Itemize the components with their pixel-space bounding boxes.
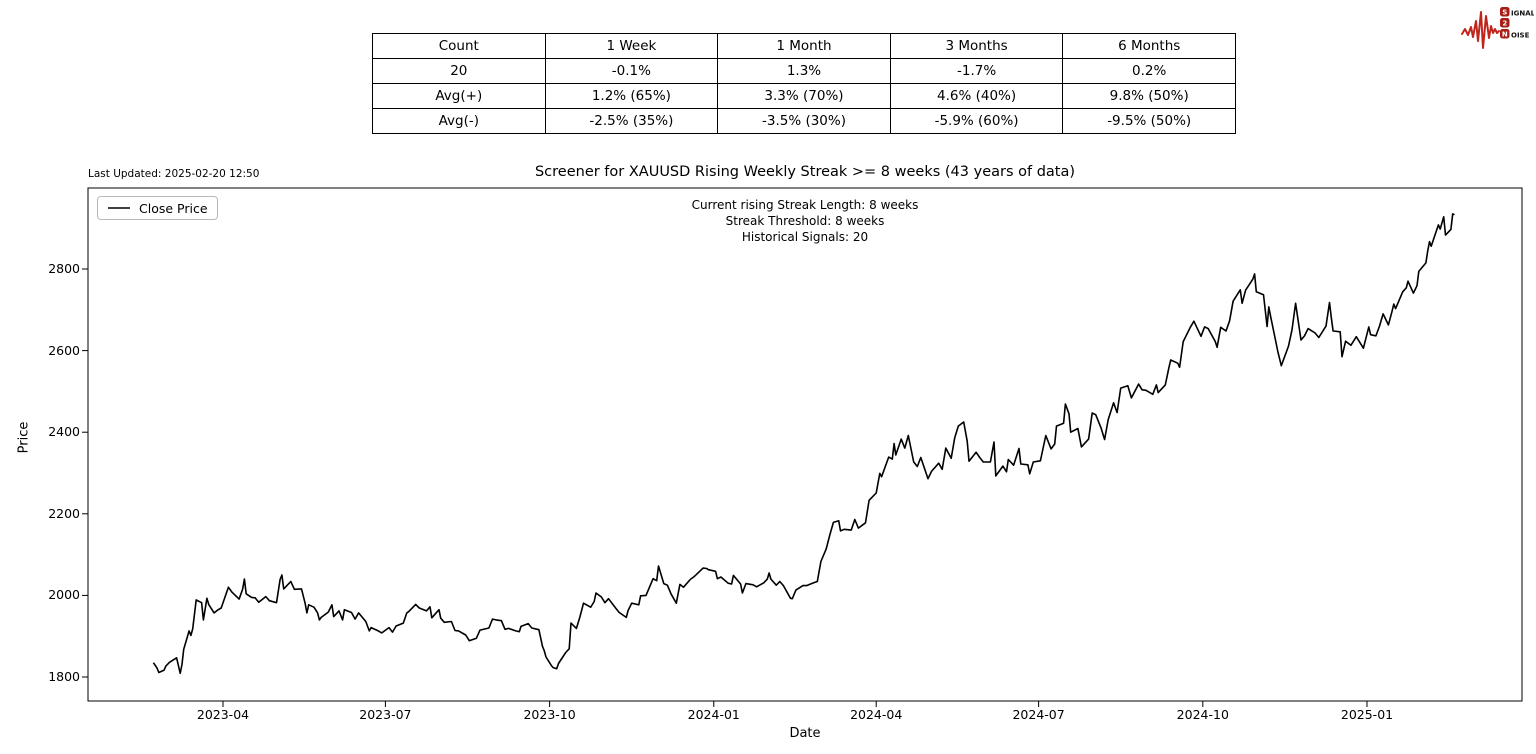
y-tick-label: 2000 — [48, 587, 80, 603]
stats-cell: 1.3% — [717, 58, 891, 84]
legend: Close Price — [97, 196, 218, 220]
stats-cell: 3.3% (70%) — [717, 83, 891, 109]
stats-cell: -5.9% (60%) — [889, 108, 1064, 134]
stats-cell: -1.7% — [889, 58, 1064, 84]
logo-badge-2 — [1500, 18, 1510, 28]
stats-header-cell: 1 Week — [544, 33, 719, 59]
stats-row: Avg(-) -2.5% (35%) -3.5% (30%) -5.9% (60%) -… — [372, 108, 1236, 134]
x-tick-label: 2024-10 — [1176, 707, 1229, 722]
logo-badge-s — [1500, 7, 1510, 17]
logo-badge-2-letter: 2 — [1502, 20, 1507, 28]
stats-table-header: Count 1 Week 1 Month 3 Months 6 Months — [372, 33, 1236, 59]
x-tick-label: 2024-01 — [687, 707, 740, 722]
x-tick-label: 2023-07 — [359, 707, 412, 722]
annotation-streak-threshold: Streak Threshold: 8 weeks — [725, 214, 885, 228]
stats-header-cell: 3 Months — [889, 33, 1064, 59]
stats-row: Avg(+) 1.2% (65%) 3.3% (70%) 4.6% (40%) 9.8%… — [372, 83, 1236, 109]
x-tick-label: 2023-04 — [196, 707, 250, 722]
stats-cell: 0.2% — [1062, 58, 1236, 84]
annotation-streak-length: Current rising Streak Length: 8 weeks — [691, 198, 919, 212]
stats-cell: -0.1% — [544, 58, 719, 84]
stats-cell: -2.5% (35%) — [544, 108, 719, 134]
signal2noise-logo: S 2 N IGNAL OISE — [1461, 7, 1534, 49]
logo-text-signal: IGNAL — [1511, 10, 1534, 18]
stats-cell: -3.5% (30%) — [717, 108, 891, 134]
logo-badge-n — [1500, 29, 1510, 39]
y-tick-label: 2400 — [48, 424, 80, 440]
close-price-line — [152, 213, 1455, 675]
stats-cell: 1.2% (65%) — [544, 83, 719, 109]
legend-label: Close Price — [139, 200, 208, 216]
logo-text-noise: OISE — [1511, 32, 1530, 40]
y-tick-label: 2200 — [48, 505, 80, 521]
x-tick-label: 2023-10 — [523, 707, 576, 722]
stats-cell: -9.5% (50%) — [1062, 108, 1236, 134]
x-tick-label: 2025-01 — [1340, 707, 1394, 722]
x-tick-label: 2024-07 — [1012, 707, 1065, 722]
annotation-historical-signals: Historical Signals: 20 — [741, 230, 869, 244]
stats-cell: 4.6% (40%) — [889, 83, 1064, 109]
annotation-block: Current rising Streak Length: 8 weeks St… — [88, 197, 1522, 245]
y-tick-label: 2600 — [48, 342, 80, 358]
stats-header-cell: Count — [372, 33, 546, 59]
chart-title: Screener for XAUUSD Rising Weekly Streak… — [534, 164, 1076, 180]
x-tick-label: 2024-04 — [850, 707, 903, 722]
legend-line-icon — [108, 207, 130, 209]
stats-cell: Avg(+) — [372, 83, 546, 109]
last-updated-label: Last Updated: 2025-02-20 12:50 — [88, 168, 260, 180]
stats-cell: Avg(-) — [372, 108, 546, 134]
stats-header-cell: 6 Months — [1062, 33, 1236, 59]
plot-frame — [87, 187, 1523, 702]
stats-cell: 9.8% (50%) — [1062, 83, 1236, 109]
y-tick-label: 1800 — [48, 669, 80, 684]
logo-badge-n-letter: N — [1502, 31, 1508, 39]
y-tick-label: 2800 — [48, 261, 80, 276]
signal-stats-table: Count 1 Week 1 Month 3 Months 6 Months 20 -0.… — [372, 33, 1236, 134]
x-axis-label: Date — [789, 726, 821, 741]
stats-row: 20 -0.1% 1.3% -1.7% 0.2% — [372, 58, 1236, 84]
logo-badge-s-letter: S — [1502, 9, 1507, 17]
logo-waveform-icon — [1461, 11, 1500, 49]
